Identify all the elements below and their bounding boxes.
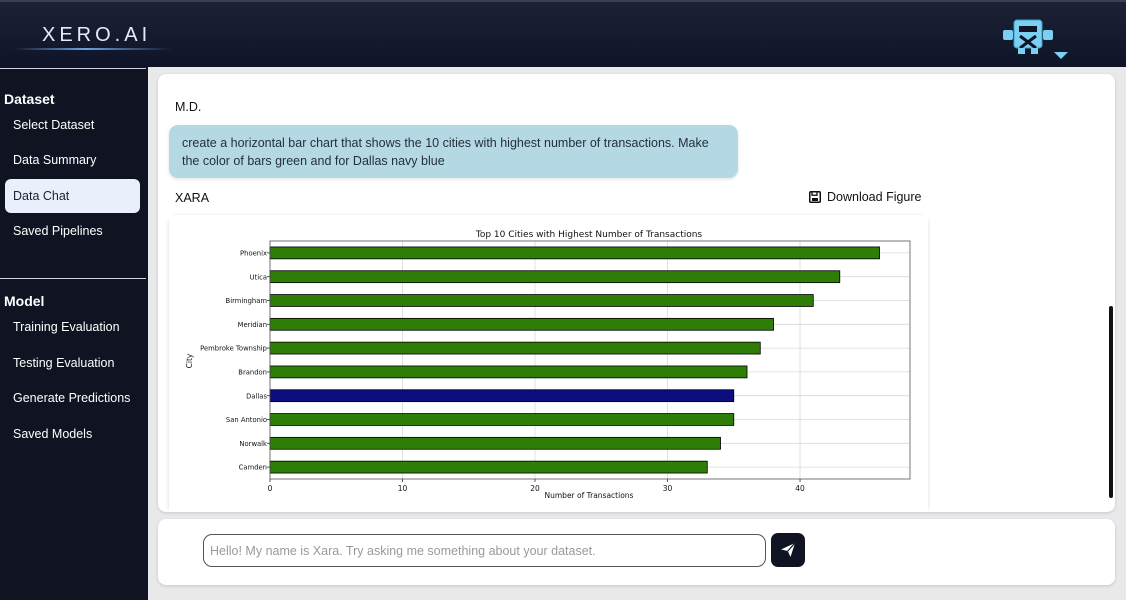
y-tick-label: Utica: [250, 273, 267, 281]
sidebar-item-saved-pipelines[interactable]: Saved Pipelines: [13, 224, 103, 238]
bar-norwalk: [269, 436, 721, 450]
robot-avatar-icon[interactable]: [1000, 16, 1056, 56]
app-logo[interactable]: XERO.AI: [42, 24, 152, 46]
bar-pembroke-township: [269, 341, 761, 355]
chart-x-tick-labels: 0 10 20 30 40: [268, 479, 805, 493]
download-figure-button[interactable]: Download Figure: [809, 190, 922, 204]
y-tick-label: Norwalk: [239, 440, 267, 448]
sidebar-item-data-chat[interactable]: Data Chat: [5, 179, 140, 213]
logo-underline: [14, 48, 172, 50]
y-tick-label: Brandon: [238, 369, 267, 377]
bar-chart: Phoenix Utica Birmingham Meridian Pembroke T…: [169, 215, 928, 512]
bar-phoenix: [269, 246, 880, 260]
send-button[interactable]: [771, 533, 805, 567]
y-tick-label: Meridian: [238, 321, 267, 329]
bar-utica: [269, 270, 841, 284]
x-tick-label: 20: [530, 484, 540, 493]
sidebar-item-generate-predictions[interactable]: Generate Predictions: [13, 391, 131, 405]
sidebar-item-training-evaluation[interactable]: Training Evaluation: [13, 320, 120, 334]
chart-y-axis-label: City: [185, 353, 194, 368]
y-tick-label: Phoenix: [240, 250, 267, 258]
x-tick-label: 10: [398, 484, 408, 493]
sidebar-item-testing-evaluation[interactable]: Testing Evaluation: [13, 356, 115, 370]
chevron-down-icon[interactable]: [1054, 52, 1068, 59]
bar-birmingham: [269, 294, 814, 307]
x-tick-label: 30: [663, 484, 673, 493]
y-tick-label: Dallas: [246, 392, 267, 400]
top-header: XERO.AI: [0, 0, 1126, 67]
bar-camden: [269, 460, 708, 474]
sidebar-heading-model: Model: [4, 293, 45, 309]
save-icon: [809, 191, 821, 203]
bar-brandon: [269, 365, 748, 379]
sidebar-item-saved-models[interactable]: Saved Models: [13, 427, 93, 441]
chart-title: Top 10 Cities with Highest Number of Tra…: [475, 230, 703, 240]
sidebar-item-data-summary[interactable]: Data Summary: [13, 153, 97, 167]
bar-dallas: [269, 389, 735, 403]
chat-input[interactable]: [203, 534, 766, 567]
plot-frame: [269, 240, 911, 480]
sidebar-divider: [0, 68, 146, 69]
x-tick-label: 40: [795, 484, 805, 493]
x-tick-label: 0: [268, 484, 273, 493]
download-figure-label: Download Figure: [827, 190, 922, 204]
sidebar-item-select-dataset[interactable]: Select Dataset: [13, 118, 95, 132]
chat-panel[interactable]: M.D. create a horizontal bar chart that …: [158, 74, 1115, 512]
y-tick-label: Camden: [239, 464, 267, 472]
y-tick-label: San Antonio: [226, 416, 267, 424]
figure-card: Phoenix Utica Birmingham Meridian Pembroke T…: [169, 215, 928, 512]
sidebar-divider: [0, 278, 146, 279]
bar-meridian: [269, 317, 774, 331]
user-message-bubble: create a horizontal bar chart that shows…: [169, 125, 738, 178]
chart-x-axis-label: Number of Transactions: [545, 491, 634, 500]
bot-name: XARA: [175, 191, 210, 205]
send-icon: [781, 542, 796, 557]
chat-scrollbar[interactable]: [1109, 306, 1113, 498]
chart-y-tick-labels: Phoenix Utica Birmingham Meridian Pembroke T…: [200, 250, 270, 472]
bar-san-antonio: [269, 413, 735, 426]
sidebar-heading-dataset: Dataset: [4, 91, 55, 107]
sidebar: Dataset Select Dataset Data Summary Data…: [0, 67, 148, 600]
y-tick-label: Pembroke Township: [200, 345, 267, 353]
y-tick-label: Birmingham: [226, 297, 268, 305]
user-name: M.D.: [175, 100, 202, 114]
input-panel: [158, 519, 1115, 585]
